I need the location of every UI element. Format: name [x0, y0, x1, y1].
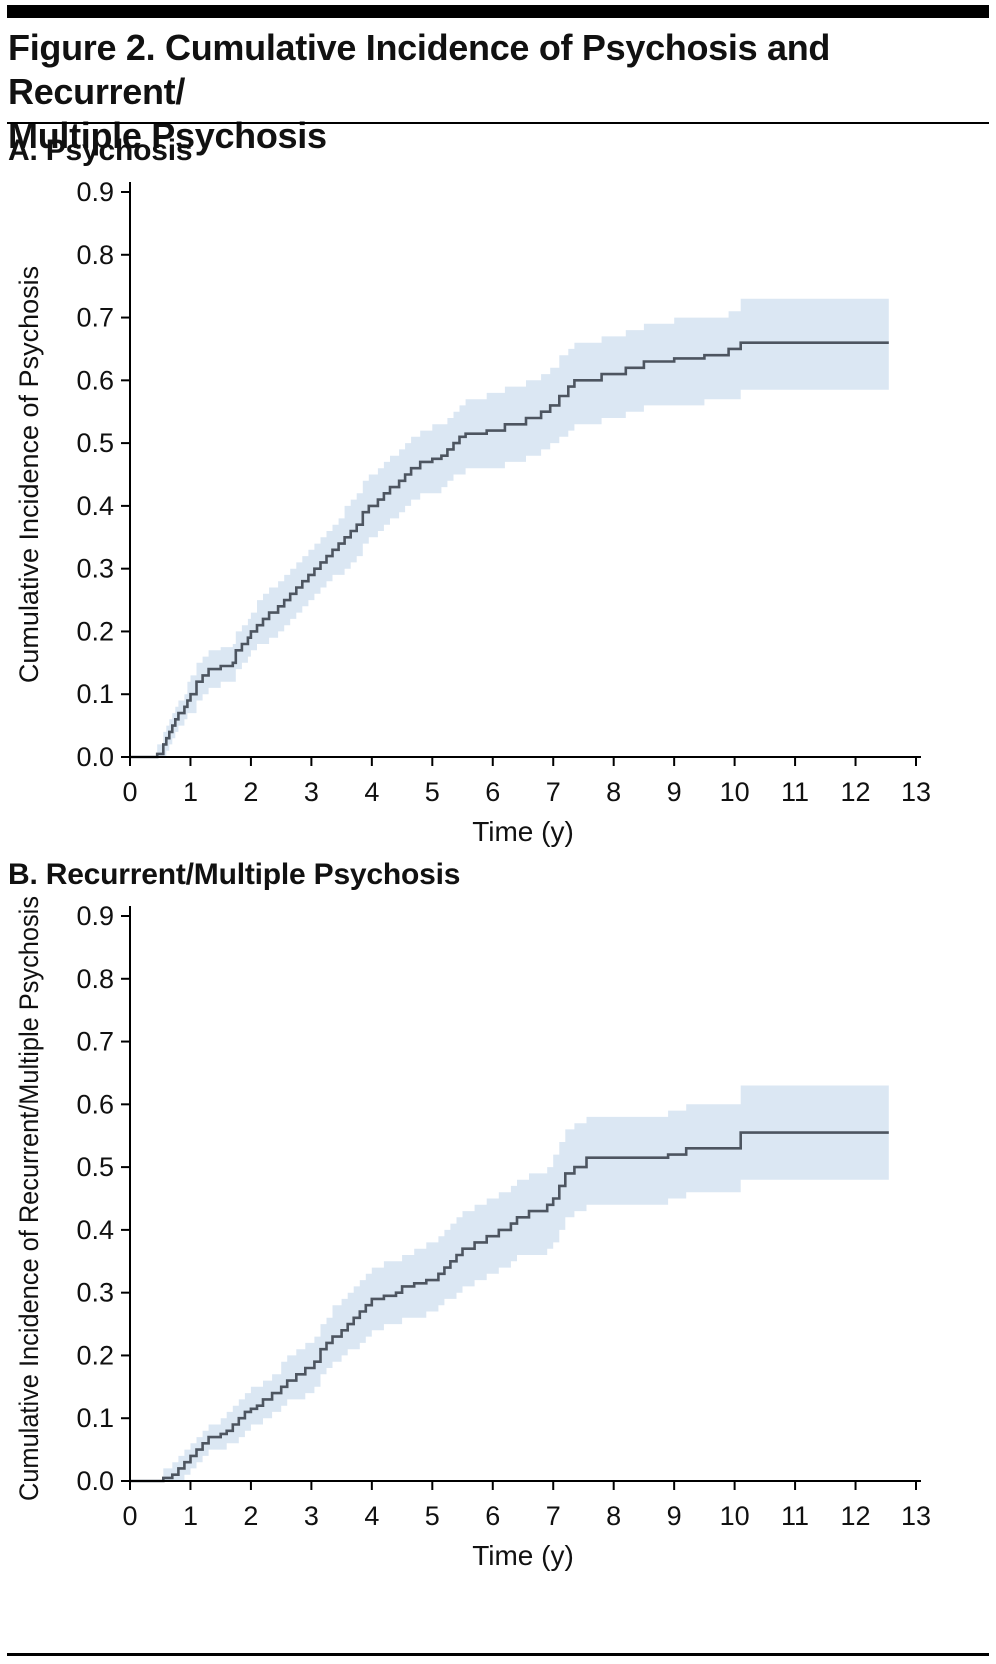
y-tick-label: 0.1	[76, 1403, 114, 1433]
y-tick-label: 0.9	[76, 177, 114, 207]
figure-title-line1: Figure 2. Cumulative Incidence of Psycho…	[8, 27, 831, 112]
x-tick-label: 3	[304, 1501, 319, 1531]
x-tick-label: 4	[364, 1501, 379, 1531]
x-axis-title: Time (y)	[472, 816, 574, 847]
x-tick-label: 10	[720, 777, 750, 807]
x-tick-label: 1	[183, 1501, 198, 1531]
y-tick-label: 0.5	[76, 1152, 114, 1182]
y-tick-label: 0.3	[76, 1278, 114, 1308]
x-tick-label: 2	[243, 1501, 258, 1531]
y-tick-label: 0.6	[76, 365, 114, 395]
x-tick-label: 0	[122, 1501, 137, 1531]
y-axis-title: Cumulative Incidence of Recurrent/Multip…	[14, 896, 44, 1501]
y-tick-label: 0.8	[76, 240, 114, 270]
y-axis-title: Cumulative Incidence of Psychosis	[14, 266, 44, 683]
x-tick-label: 6	[485, 777, 500, 807]
step-line	[130, 341, 889, 759]
panel-a-heading: A. Psychosis	[8, 134, 193, 167]
x-tick-label: 5	[425, 777, 440, 807]
x-tick-label: 12	[841, 777, 871, 807]
figure-title: Figure 2. Cumulative Incidence of Psycho…	[8, 26, 988, 158]
x-tick-label: 13	[901, 777, 931, 807]
ci-band	[130, 298, 889, 757]
x-tick-label: 13	[901, 1501, 931, 1531]
y-tick-label: 0.6	[76, 1089, 114, 1119]
y-tick-label: 0.3	[76, 554, 114, 584]
panel-a-chart: 0.00.10.20.30.40.50.60.70.80.90 1 2 3 4 5 6 7 8 9…	[14, 177, 931, 847]
x-tick-label: 9	[667, 777, 682, 807]
panel-b-heading: B. Recurrent/Multiple Psychosis	[8, 858, 461, 891]
x-tick-label: 3	[304, 777, 319, 807]
figure-title-line2: Multiple Psychosis	[8, 114, 327, 156]
x-tick-label: 8	[606, 1501, 621, 1531]
x-tick-label: 11	[781, 777, 809, 807]
x-tick-label: 0	[122, 777, 137, 807]
step-line	[130, 1131, 889, 1483]
x-tick-label: 5	[425, 1501, 440, 1531]
y-tick-label: 0.5	[76, 428, 114, 458]
panel-b-chart: 0.00.10.20.30.40.50.60.70.80.90 1 2 3 4 5 6 7 8 9…	[14, 896, 931, 1571]
x-tick-label: 10	[720, 1501, 750, 1531]
x-tick-label: 11	[781, 1501, 809, 1531]
x-tick-label: 12	[841, 1501, 871, 1531]
title-divider	[7, 122, 989, 124]
y-tick-label: 0.7	[76, 303, 114, 333]
x-tick-label: 9	[667, 1501, 682, 1531]
x-tick-label: 4	[364, 777, 379, 807]
y-tick-label: 0.0	[76, 1466, 114, 1496]
x-tick-label: 8	[606, 777, 621, 807]
y-tick-label: 0.4	[76, 491, 114, 521]
y-tick-label: 0.8	[76, 964, 114, 994]
y-tick-label: 0.2	[76, 616, 114, 646]
y-tick-label: 0.7	[76, 1027, 114, 1057]
ci-band	[130, 1085, 889, 1481]
x-tick-label: 7	[546, 777, 561, 807]
y-tick-label: 0.4	[76, 1215, 114, 1245]
x-tick-label: 6	[485, 1501, 500, 1531]
y-tick-label: 0.2	[76, 1340, 114, 1370]
y-tick-label: 0.1	[76, 679, 114, 709]
x-tick-label: 2	[243, 777, 258, 807]
y-tick-label: 0.0	[76, 742, 114, 772]
x-tick-label: 7	[546, 1501, 561, 1531]
y-tick-label: 0.9	[76, 901, 114, 931]
x-tick-label: 1	[183, 777, 198, 807]
x-axis-title: Time (y)	[472, 1540, 574, 1571]
bottom-divider	[7, 1653, 989, 1656]
top-rule-bar	[7, 5, 989, 18]
